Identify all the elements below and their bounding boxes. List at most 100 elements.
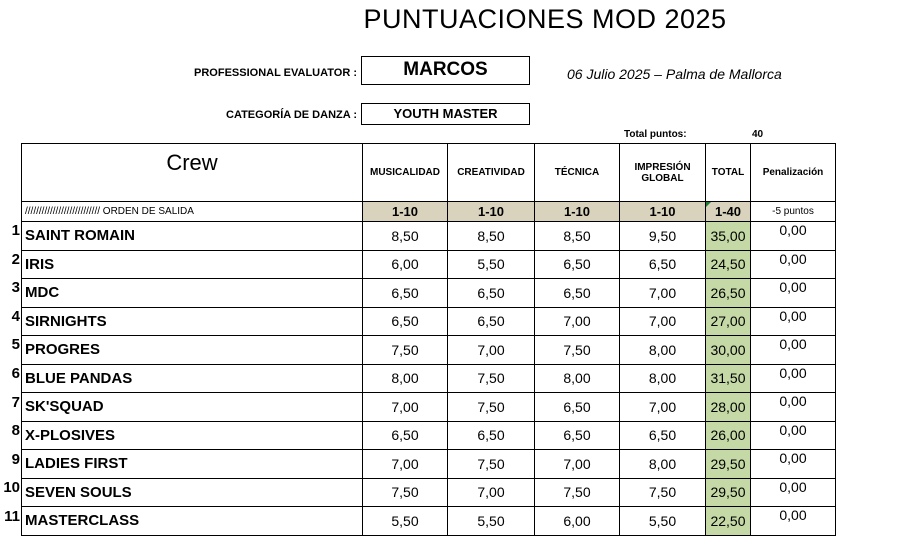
- score-penalizacion[interactable]: 0,00: [750, 477, 836, 507]
- range-penalizacion: -5 puntos: [750, 201, 836, 222]
- score-tecnica[interactable]: 8,50: [534, 221, 620, 251]
- score-creatividad[interactable]: 8,50: [447, 221, 535, 251]
- score-penalizacion[interactable]: 0,00: [750, 278, 836, 308]
- score-total[interactable]: 35,00: [705, 221, 751, 251]
- crew-name[interactable]: SK'SQUAD: [21, 392, 363, 422]
- range-total-text: 1-40: [714, 204, 742, 219]
- score-impresion-global[interactable]: 5,50: [619, 506, 706, 536]
- crew-name[interactable]: MASTERCLASS: [21, 506, 363, 536]
- score-penalizacion[interactable]: 0,00: [750, 420, 836, 450]
- score-total[interactable]: 26,50: [705, 278, 751, 308]
- table-row: PROGRES 7,50 7,00 7,50 8,00 30,00 0,00: [21, 335, 836, 365]
- score-total[interactable]: 30,00: [705, 335, 751, 365]
- row-number: 4: [11, 307, 20, 325]
- score-total[interactable]: 24,50: [705, 249, 751, 279]
- crew-name[interactable]: X-PLOSIVES: [21, 420, 363, 450]
- date-location: 06 Julio 2025 – Palma de Mallorca: [567, 66, 782, 82]
- score-impresion-global[interactable]: 7,50: [619, 477, 706, 507]
- score-impresion-global[interactable]: 7,00: [619, 278, 706, 308]
- score-penalizacion[interactable]: 0,00: [750, 392, 836, 422]
- crew-name[interactable]: LADIES FIRST: [21, 449, 363, 479]
- score-musicalidad[interactable]: 6,50: [362, 278, 448, 308]
- score-tecnica[interactable]: 6,50: [534, 392, 620, 422]
- score-musicalidad[interactable]: 7,00: [362, 392, 448, 422]
- score-musicalidad[interactable]: 7,50: [362, 335, 448, 365]
- score-impresion-global[interactable]: 8,00: [619, 449, 706, 479]
- score-creatividad[interactable]: 5,50: [447, 249, 535, 279]
- score-musicalidad[interactable]: 7,00: [362, 449, 448, 479]
- score-creatividad[interactable]: 7,50: [447, 363, 535, 393]
- crew-name[interactable]: SEVEN SOULS: [21, 477, 363, 507]
- table-row: SK'SQUAD 7,00 7,50 6,50 7,00 28,00 0,00: [21, 392, 836, 422]
- table-row: MASTERCLASS 5,50 5,50 6,00 5,50 22,50 0,00: [21, 506, 836, 536]
- score-penalizacion[interactable]: 0,00: [750, 306, 836, 336]
- evaluator-label: PROFESSIONAL EVALUATOR :: [194, 67, 357, 79]
- crew-name[interactable]: SIRNIGHTS: [21, 306, 363, 336]
- score-tecnica[interactable]: 6,50: [534, 249, 620, 279]
- score-tecnica[interactable]: 7,50: [534, 335, 620, 365]
- score-musicalidad[interactable]: 7,50: [362, 477, 448, 507]
- header-musicalidad: MUSICALIDAD: [362, 143, 448, 202]
- score-creatividad[interactable]: 6,50: [447, 420, 535, 450]
- score-tecnica[interactable]: 6,00: [534, 506, 620, 536]
- crew-name[interactable]: SAINT ROMAIN: [21, 221, 363, 251]
- crew-name[interactable]: MDC: [21, 278, 363, 308]
- score-penalizacion[interactable]: 0,00: [750, 221, 836, 251]
- score-total[interactable]: 28,00: [705, 392, 751, 422]
- evaluator-name-cell[interactable]: MARCOS: [361, 56, 530, 85]
- score-musicalidad[interactable]: 8,00: [362, 363, 448, 393]
- score-tecnica[interactable]: 7,00: [534, 449, 620, 479]
- score-total[interactable]: 22,50: [705, 506, 751, 536]
- score-creatividad[interactable]: 6,50: [447, 278, 535, 308]
- row-number: 1: [11, 222, 20, 239]
- table-row: SEVEN SOULS 7,50 7,00 7,50 7,50 29,50 0,00: [21, 477, 836, 507]
- cell-indicator-icon: [706, 202, 711, 207]
- score-musicalidad[interactable]: 6,50: [362, 420, 448, 450]
- table-row: BLUE PANDAS 8,00 7,50 8,00 8,00 31,50 0,00: [21, 363, 836, 393]
- score-tecnica[interactable]: 6,50: [534, 420, 620, 450]
- score-creatividad[interactable]: 7,00: [447, 335, 535, 365]
- score-tecnica[interactable]: 7,50: [534, 477, 620, 507]
- score-penalizacion[interactable]: 0,00: [750, 249, 836, 279]
- category-value-cell[interactable]: YOUTH MASTER: [361, 103, 530, 125]
- score-penalizacion[interactable]: 0,00: [750, 506, 836, 536]
- score-tecnica[interactable]: 7,00: [534, 306, 620, 336]
- crew-name[interactable]: BLUE PANDAS: [21, 363, 363, 393]
- score-penalizacion[interactable]: 0,00: [750, 363, 836, 393]
- header-row: Crew MUSICALIDAD CREATIVIDAD TÉCNICA IMP…: [21, 143, 836, 202]
- score-total[interactable]: 27,00: [705, 306, 751, 336]
- scores-table: Crew MUSICALIDAD CREATIVIDAD TÉCNICA IMP…: [21, 143, 836, 536]
- score-total[interactable]: 26,00: [705, 420, 751, 450]
- score-impresion-global[interactable]: 7,00: [619, 392, 706, 422]
- score-impresion-global[interactable]: 6,50: [619, 420, 706, 450]
- score-tecnica[interactable]: 6,50: [534, 278, 620, 308]
- score-impresion-global[interactable]: 8,00: [619, 335, 706, 365]
- range-total: 1-40: [705, 201, 751, 222]
- row-number: 5: [11, 336, 20, 354]
- score-impresion-global[interactable]: 8,00: [619, 363, 706, 393]
- crew-name[interactable]: IRIS: [21, 249, 363, 279]
- score-creatividad[interactable]: 7,50: [447, 392, 535, 422]
- score-penalizacion[interactable]: 0,00: [750, 449, 836, 479]
- score-musicalidad[interactable]: 8,50: [362, 221, 448, 251]
- score-total[interactable]: 29,50: [705, 477, 751, 507]
- score-penalizacion[interactable]: 0,00: [750, 335, 836, 365]
- score-creatividad[interactable]: 5,50: [447, 506, 535, 536]
- score-impresion-global[interactable]: 7,00: [619, 306, 706, 336]
- score-total[interactable]: 31,50: [705, 363, 751, 393]
- score-creatividad[interactable]: 6,50: [447, 306, 535, 336]
- header-impresion-global: IMPRESIÓN GLOBAL: [619, 143, 706, 202]
- range-musicalidad: 1-10: [362, 201, 448, 222]
- score-creatividad[interactable]: 7,00: [447, 477, 535, 507]
- score-musicalidad[interactable]: 6,50: [362, 306, 448, 336]
- score-musicalidad[interactable]: 5,50: [362, 506, 448, 536]
- score-creatividad[interactable]: 7,50: [447, 449, 535, 479]
- score-impresion-global[interactable]: 6,50: [619, 249, 706, 279]
- row-number: 8: [11, 422, 20, 440]
- orden-de-salida-label: /////////////////////////// ORDEN DE SAL…: [21, 201, 363, 222]
- score-musicalidad[interactable]: 6,00: [362, 249, 448, 279]
- score-tecnica[interactable]: 8,00: [534, 363, 620, 393]
- crew-name[interactable]: PROGRES: [21, 335, 363, 365]
- score-impresion-global[interactable]: 9,50: [619, 221, 706, 251]
- score-total[interactable]: 29,50: [705, 449, 751, 479]
